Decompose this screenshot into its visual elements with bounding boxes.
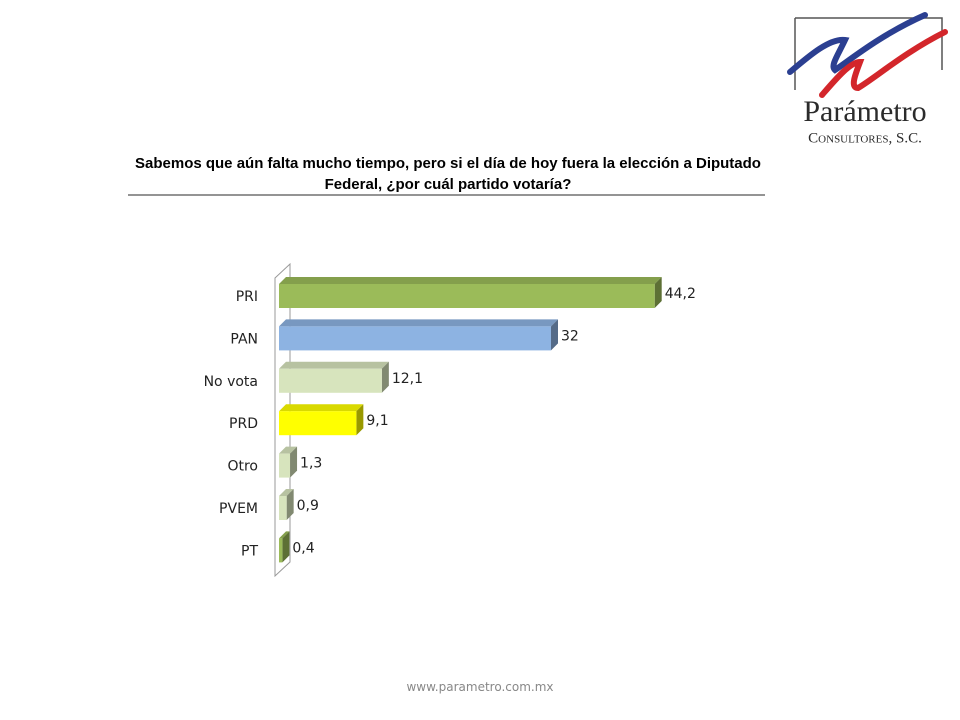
category-label: PRI — [236, 289, 258, 305]
category-label: PAN — [230, 331, 258, 347]
value-label: 9,1 — [366, 413, 388, 429]
bar-top — [279, 404, 364, 412]
value-label: 32 — [561, 328, 579, 344]
logo-name: Parámetro — [803, 95, 926, 128]
bar-side — [381, 361, 389, 393]
bar — [279, 368, 382, 393]
category-label: PT — [241, 543, 258, 559]
category-label: Otro — [227, 459, 258, 475]
bar-top — [279, 446, 298, 454]
bar-side — [356, 404, 364, 436]
value-label: 12,1 — [392, 371, 423, 387]
category-label: PRD — [229, 416, 258, 432]
chart-title: Sabemos que aún falta mucho tiempo, pero… — [135, 155, 761, 193]
value-label: 0,4 — [292, 540, 314, 556]
bar — [279, 453, 291, 478]
bar-top — [279, 361, 389, 369]
logo-subtitle: Consultores, S.C. — [808, 130, 922, 146]
bar-top — [279, 319, 558, 327]
bar — [279, 496, 287, 520]
value-label: 44,2 — [665, 286, 696, 302]
bar-side — [654, 277, 662, 308]
category-label: PVEM — [219, 501, 258, 517]
bar — [279, 326, 551, 351]
value-label: 0,9 — [297, 498, 319, 514]
bar — [279, 538, 283, 563]
logo-art — [787, 12, 948, 98]
bar — [279, 411, 357, 436]
bar-side — [551, 319, 558, 351]
bar — [279, 284, 655, 308]
bar-top — [279, 489, 294, 496]
footer: www.parametro.com.mx — [406, 680, 554, 694]
value-label: 1,3 — [300, 456, 322, 472]
category-label: No vota — [204, 374, 258, 390]
axis-wall — [274, 262, 291, 578]
bar-top — [279, 531, 290, 539]
bar-top — [279, 277, 662, 284]
bar-side — [282, 531, 290, 563]
bar-side — [286, 489, 294, 520]
bar-side — [290, 446, 298, 478]
